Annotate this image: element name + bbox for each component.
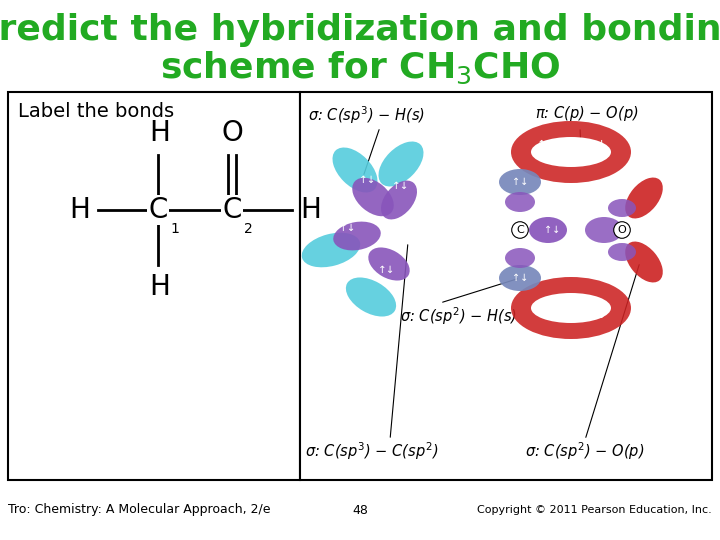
Text: ↓: ↓ [596, 140, 606, 150]
Text: $\sigma$: C($sp^2$) $-$ H($s$): $\sigma$: C($sp^2$) $-$ H($s$) [400, 305, 517, 327]
Text: ↑: ↑ [536, 140, 546, 150]
Text: O: O [221, 119, 243, 147]
Circle shape [513, 223, 527, 237]
Text: 2: 2 [244, 222, 253, 236]
Ellipse shape [499, 169, 541, 195]
Text: H: H [69, 196, 90, 224]
Text: ↑↓: ↑↓ [359, 175, 377, 185]
Ellipse shape [625, 241, 663, 282]
Ellipse shape [302, 233, 360, 267]
Text: $\sigma$: C($sp^3$) $-$ H($s$): $\sigma$: C($sp^3$) $-$ H($s$) [308, 104, 426, 126]
Polygon shape [8, 92, 300, 480]
Text: C: C [516, 225, 524, 235]
Text: scheme for CH$_3$CHO: scheme for CH$_3$CHO [160, 50, 560, 86]
Ellipse shape [381, 180, 417, 219]
Ellipse shape [608, 243, 636, 261]
Ellipse shape [529, 217, 567, 243]
Text: Copyright © 2011 Pearson Education, Inc.: Copyright © 2011 Pearson Education, Inc. [477, 505, 712, 515]
Text: 1: 1 [170, 222, 179, 236]
Text: $\pi$: C($p$) $-$ O($p$): $\pi$: C($p$) $-$ O($p$) [535, 104, 639, 123]
Text: Predict the hybridization and bonding: Predict the hybridization and bonding [0, 13, 720, 47]
Text: $\sigma$: C($sp^3$) $-$ C($sp^2$): $\sigma$: C($sp^3$) $-$ C($sp^2$) [305, 440, 438, 462]
Text: Tro: Chemistry: A Molecular Approach, 2/e: Tro: Chemistry: A Molecular Approach, 2/… [8, 503, 271, 516]
Ellipse shape [585, 217, 623, 243]
Text: ↑↓: ↑↓ [378, 265, 396, 275]
Ellipse shape [608, 199, 636, 217]
Text: Label the bonds: Label the bonds [18, 102, 174, 121]
Text: C: C [222, 196, 242, 224]
Text: ↓: ↓ [596, 310, 606, 320]
Text: ↑↓: ↑↓ [512, 177, 528, 187]
Text: ↑↓: ↑↓ [392, 181, 410, 191]
Ellipse shape [333, 147, 377, 192]
Ellipse shape [352, 178, 394, 216]
Text: H: H [150, 273, 171, 301]
Ellipse shape [499, 265, 541, 291]
Text: 48: 48 [352, 503, 368, 516]
Polygon shape [300, 92, 712, 480]
Text: O: O [618, 225, 626, 235]
Text: ↑: ↑ [536, 310, 546, 320]
Ellipse shape [511, 121, 631, 183]
Ellipse shape [531, 293, 611, 323]
Ellipse shape [333, 221, 381, 251]
Text: ↑↓: ↑↓ [339, 223, 356, 233]
Text: $\sigma$: C($sp^2$) $-$ O($p$): $\sigma$: C($sp^2$) $-$ O($p$) [525, 440, 644, 462]
Ellipse shape [369, 247, 410, 281]
Text: C: C [148, 196, 168, 224]
Text: ↑↓: ↑↓ [544, 225, 560, 235]
Text: H: H [300, 196, 321, 224]
Text: ↑↓: ↑↓ [512, 273, 528, 283]
Ellipse shape [505, 192, 535, 212]
Ellipse shape [379, 141, 423, 186]
Ellipse shape [346, 278, 396, 316]
Text: H: H [150, 119, 171, 147]
Ellipse shape [625, 178, 663, 219]
Ellipse shape [511, 277, 631, 339]
Ellipse shape [531, 137, 611, 167]
Text: C: C [379, 218, 387, 231]
Circle shape [615, 223, 629, 237]
Ellipse shape [505, 248, 535, 268]
